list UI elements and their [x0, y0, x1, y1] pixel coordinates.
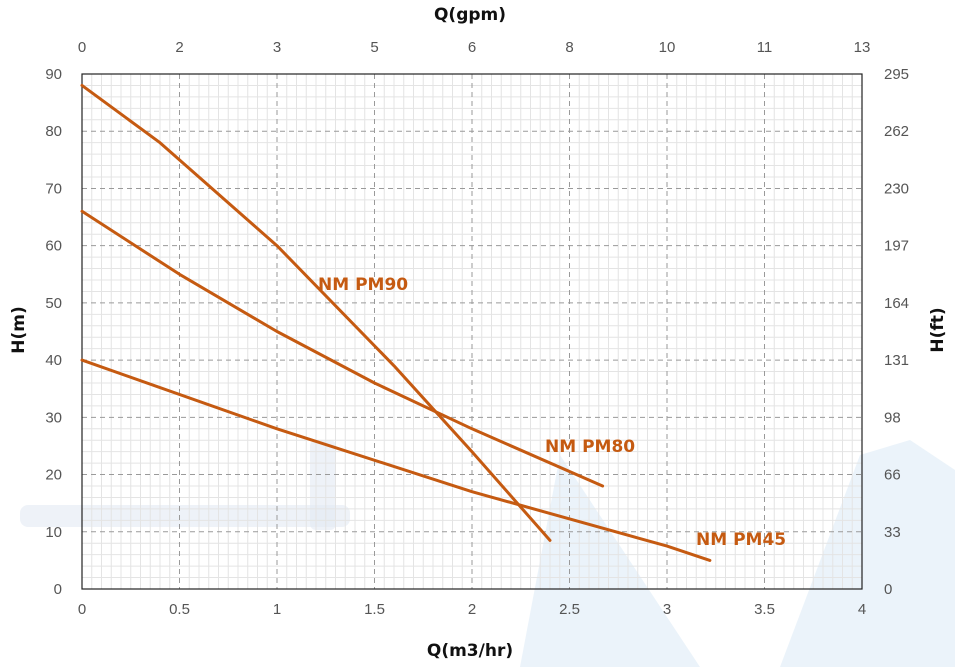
plot-area: [81, 73, 863, 590]
tick-label: 4: [858, 601, 866, 618]
tick-label: 40: [45, 352, 62, 369]
series-line-0: [80, 83, 552, 542]
tick-label: 98: [884, 409, 901, 426]
tick-label: 10: [45, 524, 62, 541]
major-gridlines: [82, 74, 862, 589]
tick-label: 3: [663, 601, 671, 618]
series-lines: [80, 83, 712, 562]
y-axis-title: H(m): [9, 306, 29, 353]
tick-label: 1.5: [364, 601, 385, 618]
tick-label: 3: [273, 39, 281, 56]
x2-axis-title: Q(gpm): [434, 5, 506, 25]
tick-label: 20: [45, 467, 62, 484]
x-axis-title: Q(m3/hr): [427, 641, 513, 661]
tick-label: 2.5: [559, 601, 580, 618]
tick-label: 10: [659, 39, 676, 56]
series-line-1: [80, 209, 605, 488]
y-axis-ticks: 0 10 20 30 40 50 60 70 80 90: [45, 66, 62, 598]
tick-label: 2: [468, 601, 476, 618]
tick-label: 230: [884, 180, 909, 197]
tick-label: 262: [884, 123, 909, 140]
series-line-2: [80, 358, 712, 562]
tick-label: 80: [45, 123, 62, 140]
x2-axis-ticks: 0 2 3 5 6 8 10 11 13: [78, 39, 871, 56]
tick-label: 66: [884, 467, 901, 484]
tick-label: 0: [78, 39, 86, 56]
tick-label: 6: [468, 39, 476, 56]
watermark: [20, 440, 955, 667]
y2-axis-title: H(ft): [928, 307, 948, 352]
tick-label: 164: [884, 295, 909, 312]
tick-label: 0.5: [169, 601, 190, 618]
tick-label: 197: [884, 238, 909, 255]
tick-label: 8: [565, 39, 573, 56]
tick-label: 131: [884, 352, 909, 369]
tick-label: 60: [45, 238, 62, 255]
series-label-pm90: NM PM90: [318, 275, 408, 295]
series-label-pm45: NM PM45: [696, 530, 786, 550]
tick-label: 5: [370, 39, 378, 56]
tick-label: 50: [45, 295, 62, 312]
tick-label: 33: [884, 524, 901, 541]
minor-gridlines: [82, 74, 862, 589]
y2-axis-ticks: 0 33 66 98 131 164 197 230 262 295: [884, 66, 909, 598]
x-axis-ticks: 0 0.5 1 1.5 2 2.5 3 3.5 4: [78, 601, 866, 618]
tick-label: 13: [854, 39, 871, 56]
tick-label: 1: [273, 601, 281, 618]
tick-label: 2: [175, 39, 183, 56]
series-label-pm80: NM PM80: [545, 437, 635, 457]
tick-label: 90: [45, 66, 62, 83]
tick-label: 0: [54, 581, 62, 598]
tick-label: 11: [757, 39, 773, 56]
tick-label: 3.5: [754, 601, 775, 618]
tick-label: 70: [45, 180, 62, 197]
tick-label: 0: [884, 581, 892, 598]
tick-label: 0: [78, 601, 86, 618]
tick-label: 295: [884, 66, 909, 83]
tick-label: 30: [45, 409, 62, 426]
